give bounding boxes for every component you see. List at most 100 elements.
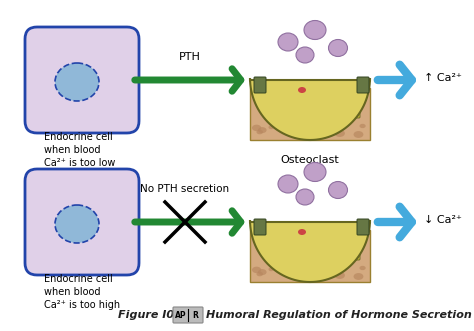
Ellipse shape — [318, 97, 324, 101]
Ellipse shape — [273, 92, 281, 96]
Ellipse shape — [256, 272, 263, 276]
Ellipse shape — [310, 238, 320, 246]
Ellipse shape — [323, 245, 332, 251]
Ellipse shape — [327, 231, 338, 239]
Ellipse shape — [290, 94, 300, 101]
Ellipse shape — [252, 125, 261, 131]
Ellipse shape — [298, 102, 307, 108]
FancyBboxPatch shape — [173, 307, 203, 323]
Ellipse shape — [332, 124, 337, 128]
Ellipse shape — [300, 95, 308, 100]
Ellipse shape — [278, 175, 298, 193]
Ellipse shape — [304, 163, 326, 181]
Ellipse shape — [343, 241, 349, 246]
Ellipse shape — [318, 131, 323, 134]
Ellipse shape — [335, 130, 345, 137]
Ellipse shape — [292, 272, 301, 279]
FancyBboxPatch shape — [254, 77, 266, 93]
Ellipse shape — [284, 93, 293, 100]
Ellipse shape — [302, 266, 309, 271]
Ellipse shape — [309, 116, 314, 120]
Ellipse shape — [284, 235, 293, 242]
Ellipse shape — [293, 242, 303, 250]
Ellipse shape — [318, 273, 323, 276]
FancyBboxPatch shape — [284, 84, 300, 118]
Ellipse shape — [268, 125, 274, 129]
Text: Figure I0.2: Figure I0.2 — [118, 310, 186, 320]
Ellipse shape — [343, 99, 349, 104]
Text: No PTH secretion: No PTH secretion — [140, 184, 229, 194]
Ellipse shape — [296, 47, 314, 63]
Ellipse shape — [258, 127, 266, 133]
Ellipse shape — [272, 245, 280, 250]
FancyBboxPatch shape — [284, 226, 300, 260]
Ellipse shape — [328, 39, 347, 57]
Ellipse shape — [290, 236, 300, 243]
Polygon shape — [250, 78, 370, 140]
Ellipse shape — [298, 87, 306, 93]
FancyBboxPatch shape — [304, 226, 320, 260]
Text: Osteoclast: Osteoclast — [281, 155, 339, 165]
FancyBboxPatch shape — [254, 219, 266, 235]
FancyBboxPatch shape — [264, 84, 280, 118]
Ellipse shape — [292, 130, 301, 137]
Text: Endocrine cell
when blood
Ca²⁺ is too high: Endocrine cell when blood Ca²⁺ is too hi… — [44, 274, 120, 310]
Ellipse shape — [267, 244, 274, 249]
Text: Humoral Regulation of Hormone Secretion: Humoral Regulation of Hormone Secretion — [206, 310, 472, 320]
FancyBboxPatch shape — [250, 88, 370, 140]
Text: R: R — [192, 310, 198, 319]
FancyBboxPatch shape — [324, 84, 340, 118]
Ellipse shape — [267, 102, 274, 107]
FancyBboxPatch shape — [25, 27, 139, 133]
Ellipse shape — [55, 205, 99, 243]
Text: Endocrine cell
when blood
Ca²⁺ is too low: Endocrine cell when blood Ca²⁺ is too lo… — [44, 132, 115, 168]
Ellipse shape — [310, 96, 320, 104]
Ellipse shape — [335, 272, 345, 279]
FancyBboxPatch shape — [357, 219, 369, 235]
Polygon shape — [250, 220, 370, 282]
Ellipse shape — [327, 89, 338, 97]
Ellipse shape — [278, 33, 298, 51]
FancyBboxPatch shape — [264, 226, 280, 260]
Ellipse shape — [309, 258, 314, 262]
FancyBboxPatch shape — [344, 84, 360, 118]
Ellipse shape — [332, 266, 337, 270]
Ellipse shape — [252, 267, 261, 273]
Ellipse shape — [298, 229, 306, 235]
Ellipse shape — [359, 124, 365, 128]
Ellipse shape — [293, 100, 303, 108]
Ellipse shape — [304, 21, 326, 39]
Ellipse shape — [296, 189, 314, 205]
FancyBboxPatch shape — [357, 77, 369, 93]
Ellipse shape — [268, 267, 274, 271]
Text: ↓ Ca²⁺: ↓ Ca²⁺ — [424, 215, 462, 225]
Text: ↑ Ca²⁺: ↑ Ca²⁺ — [424, 73, 462, 83]
Ellipse shape — [272, 103, 280, 108]
Ellipse shape — [319, 98, 324, 101]
FancyBboxPatch shape — [250, 230, 370, 282]
Ellipse shape — [318, 239, 324, 243]
FancyBboxPatch shape — [324, 226, 340, 260]
Ellipse shape — [328, 181, 347, 199]
FancyBboxPatch shape — [344, 226, 360, 260]
Ellipse shape — [258, 269, 266, 275]
Ellipse shape — [300, 237, 308, 242]
Ellipse shape — [273, 234, 281, 238]
FancyBboxPatch shape — [304, 84, 320, 118]
Ellipse shape — [320, 105, 326, 109]
FancyBboxPatch shape — [25, 169, 139, 275]
Ellipse shape — [291, 244, 299, 249]
Ellipse shape — [55, 63, 99, 101]
Text: AP: AP — [175, 310, 187, 319]
Ellipse shape — [354, 131, 364, 138]
Ellipse shape — [323, 103, 332, 109]
Ellipse shape — [256, 130, 263, 134]
Ellipse shape — [354, 273, 364, 280]
Ellipse shape — [319, 240, 324, 243]
Ellipse shape — [320, 247, 326, 251]
Ellipse shape — [298, 244, 307, 250]
Ellipse shape — [359, 266, 365, 270]
Ellipse shape — [291, 102, 299, 107]
Ellipse shape — [302, 124, 309, 129]
Text: PTH: PTH — [179, 52, 201, 62]
